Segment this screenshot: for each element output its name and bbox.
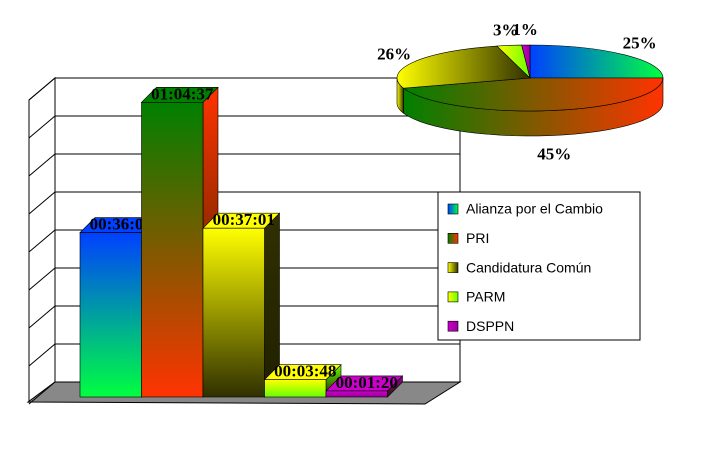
bar: [325, 390, 388, 398]
legend-label: PRI: [466, 230, 489, 246]
grid-line: [28, 305, 460, 329]
pie-label: 1%: [512, 20, 538, 39]
pie-label: 26%: [377, 44, 411, 63]
value-label: 00:03:48: [274, 362, 336, 381]
pie-slice: [402, 77, 664, 112]
legend-swatch: [447, 203, 459, 215]
value-label: 01:04:37: [151, 84, 214, 103]
value-label: 00:37:01: [213, 210, 275, 229]
legend-label: Candidatura Común: [466, 259, 591, 275]
bar: [79, 232, 142, 398]
grid-line: [28, 229, 460, 253]
pie-slice: [529, 44, 664, 79]
bar: [264, 379, 327, 398]
pie-label: 25%: [623, 34, 657, 53]
value-label: 00:01:20: [336, 373, 398, 392]
legend-swatch: [447, 291, 459, 303]
bar: [202, 227, 265, 398]
pie-label: 45%: [537, 144, 571, 163]
grid-line: [28, 267, 460, 291]
legend-swatch: [447, 233, 459, 244]
pie-slice: [396, 45, 531, 89]
legend-swatch: [447, 320, 459, 332]
pie-slice: [521, 44, 531, 79]
value-label: 00:36:03: [90, 215, 152, 234]
legend-label: Alianza por el Cambio: [466, 201, 603, 217]
bar: [141, 102, 204, 398]
legend-label: DSPPN: [466, 318, 514, 334]
pie-label: 3%: [493, 20, 519, 39]
grid-line: [28, 191, 460, 215]
grid-line: [28, 115, 460, 139]
legend-label: PARM: [466, 289, 505, 305]
grid-line: [28, 153, 460, 177]
grid-line: [28, 343, 460, 367]
legend-box: [437, 191, 641, 341]
legend-swatch: [447, 262, 459, 273]
grid-line: [28, 77, 460, 101]
